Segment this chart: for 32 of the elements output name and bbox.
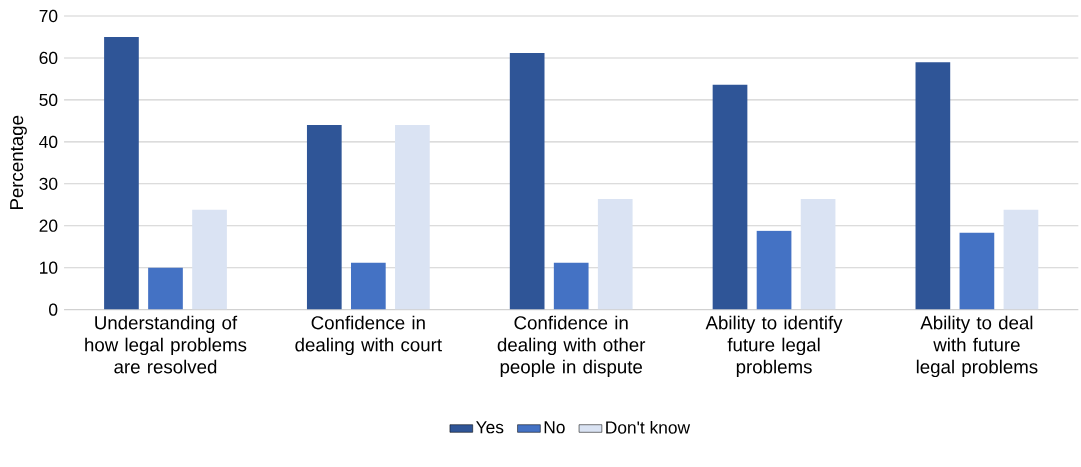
legend-label: Don't know bbox=[606, 420, 691, 434]
y-tick-label: 60 bbox=[39, 51, 58, 65]
bar bbox=[148, 267, 183, 310]
bar bbox=[395, 125, 430, 310]
bar bbox=[1003, 209, 1039, 310]
bar bbox=[915, 62, 951, 310]
bar bbox=[351, 262, 386, 310]
y-tick-label: 40 bbox=[39, 135, 58, 148]
y-tick-label: 20 bbox=[39, 219, 58, 232]
x-tick-label: Ability to identify future legal problems bbox=[705, 315, 843, 378]
bar bbox=[553, 262, 589, 310]
legend-label: No bbox=[544, 421, 565, 434]
bar bbox=[104, 36, 139, 310]
x-tick-label: Confidence in dealing with other people in dispute bbox=[497, 315, 646, 378]
x-tick-label: Confidence in dealing with court bbox=[295, 315, 442, 356]
y-tick-label: 50 bbox=[39, 93, 58, 106]
x-tick-label: Understanding of how legal problems are resolved bbox=[85, 315, 247, 374]
y-tick-label: 0 bbox=[49, 303, 58, 316]
bar bbox=[192, 209, 227, 310]
bar bbox=[509, 52, 545, 310]
y-axis-title: Percentage bbox=[10, 115, 27, 210]
bar bbox=[800, 198, 836, 310]
y-tick-label: 70 bbox=[39, 9, 58, 23]
x-tick-label: Ability to deal with future legal problems bbox=[916, 315, 1038, 378]
bar bbox=[756, 230, 792, 310]
bar bbox=[306, 125, 342, 310]
y-tick-label: 10 bbox=[40, 261, 58, 274]
y-tick-label: 30 bbox=[39, 177, 58, 190]
bar bbox=[959, 232, 995, 310]
bar bbox=[712, 84, 748, 310]
legend-label: Yes bbox=[476, 421, 504, 434]
bar bbox=[597, 198, 633, 310]
